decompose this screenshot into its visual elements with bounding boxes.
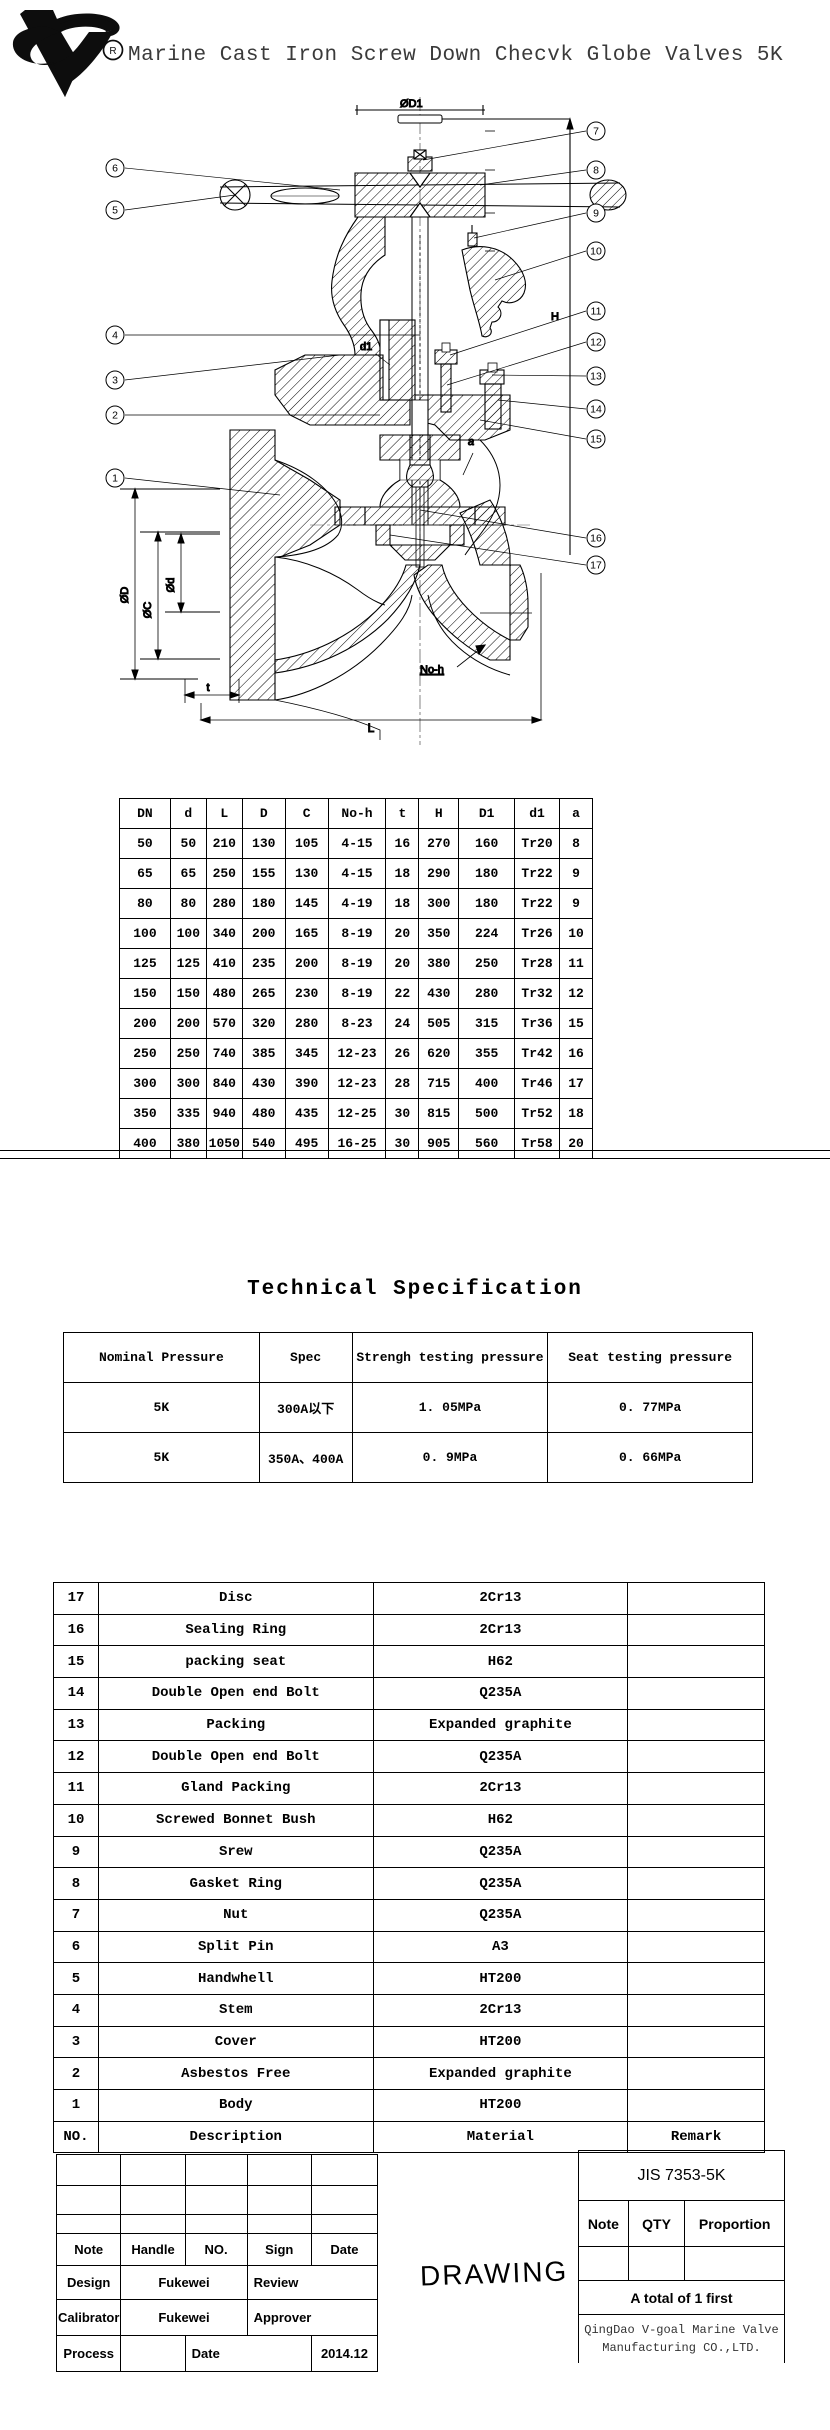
svg-text:16: 16 [590, 533, 602, 545]
svg-text:ØD: ØD [119, 587, 131, 604]
svg-text:13: 13 [590, 371, 602, 383]
svg-text:d1: d1 [360, 341, 372, 353]
svg-text:17: 17 [590, 560, 602, 572]
svg-text:R: R [109, 46, 116, 57]
svg-text:ØD1: ØD1 [400, 98, 423, 110]
svg-text:t: t [206, 682, 209, 694]
svg-text:3: 3 [112, 375, 118, 387]
svg-text:6: 6 [112, 163, 118, 175]
svg-text:12: 12 [590, 337, 602, 349]
svg-text:4: 4 [112, 330, 118, 342]
svg-text:ØC: ØC [142, 602, 154, 619]
svg-text:14: 14 [590, 404, 602, 416]
svg-text:11: 11 [591, 306, 602, 318]
svg-text:15: 15 [590, 434, 602, 446]
svg-text:1: 1 [112, 473, 118, 485]
svg-text:9: 9 [593, 208, 599, 220]
svg-text:No-h: No-h [420, 664, 444, 676]
svg-text:8: 8 [593, 165, 599, 177]
svg-text:10: 10 [590, 246, 602, 258]
svg-text:5: 5 [112, 205, 118, 217]
svg-text:a: a [468, 436, 474, 448]
svg-text:Ød: Ød [165, 578, 177, 593]
svg-text:2: 2 [112, 410, 118, 422]
svg-text:7: 7 [593, 126, 599, 138]
svg-text:L: L [368, 721, 375, 735]
